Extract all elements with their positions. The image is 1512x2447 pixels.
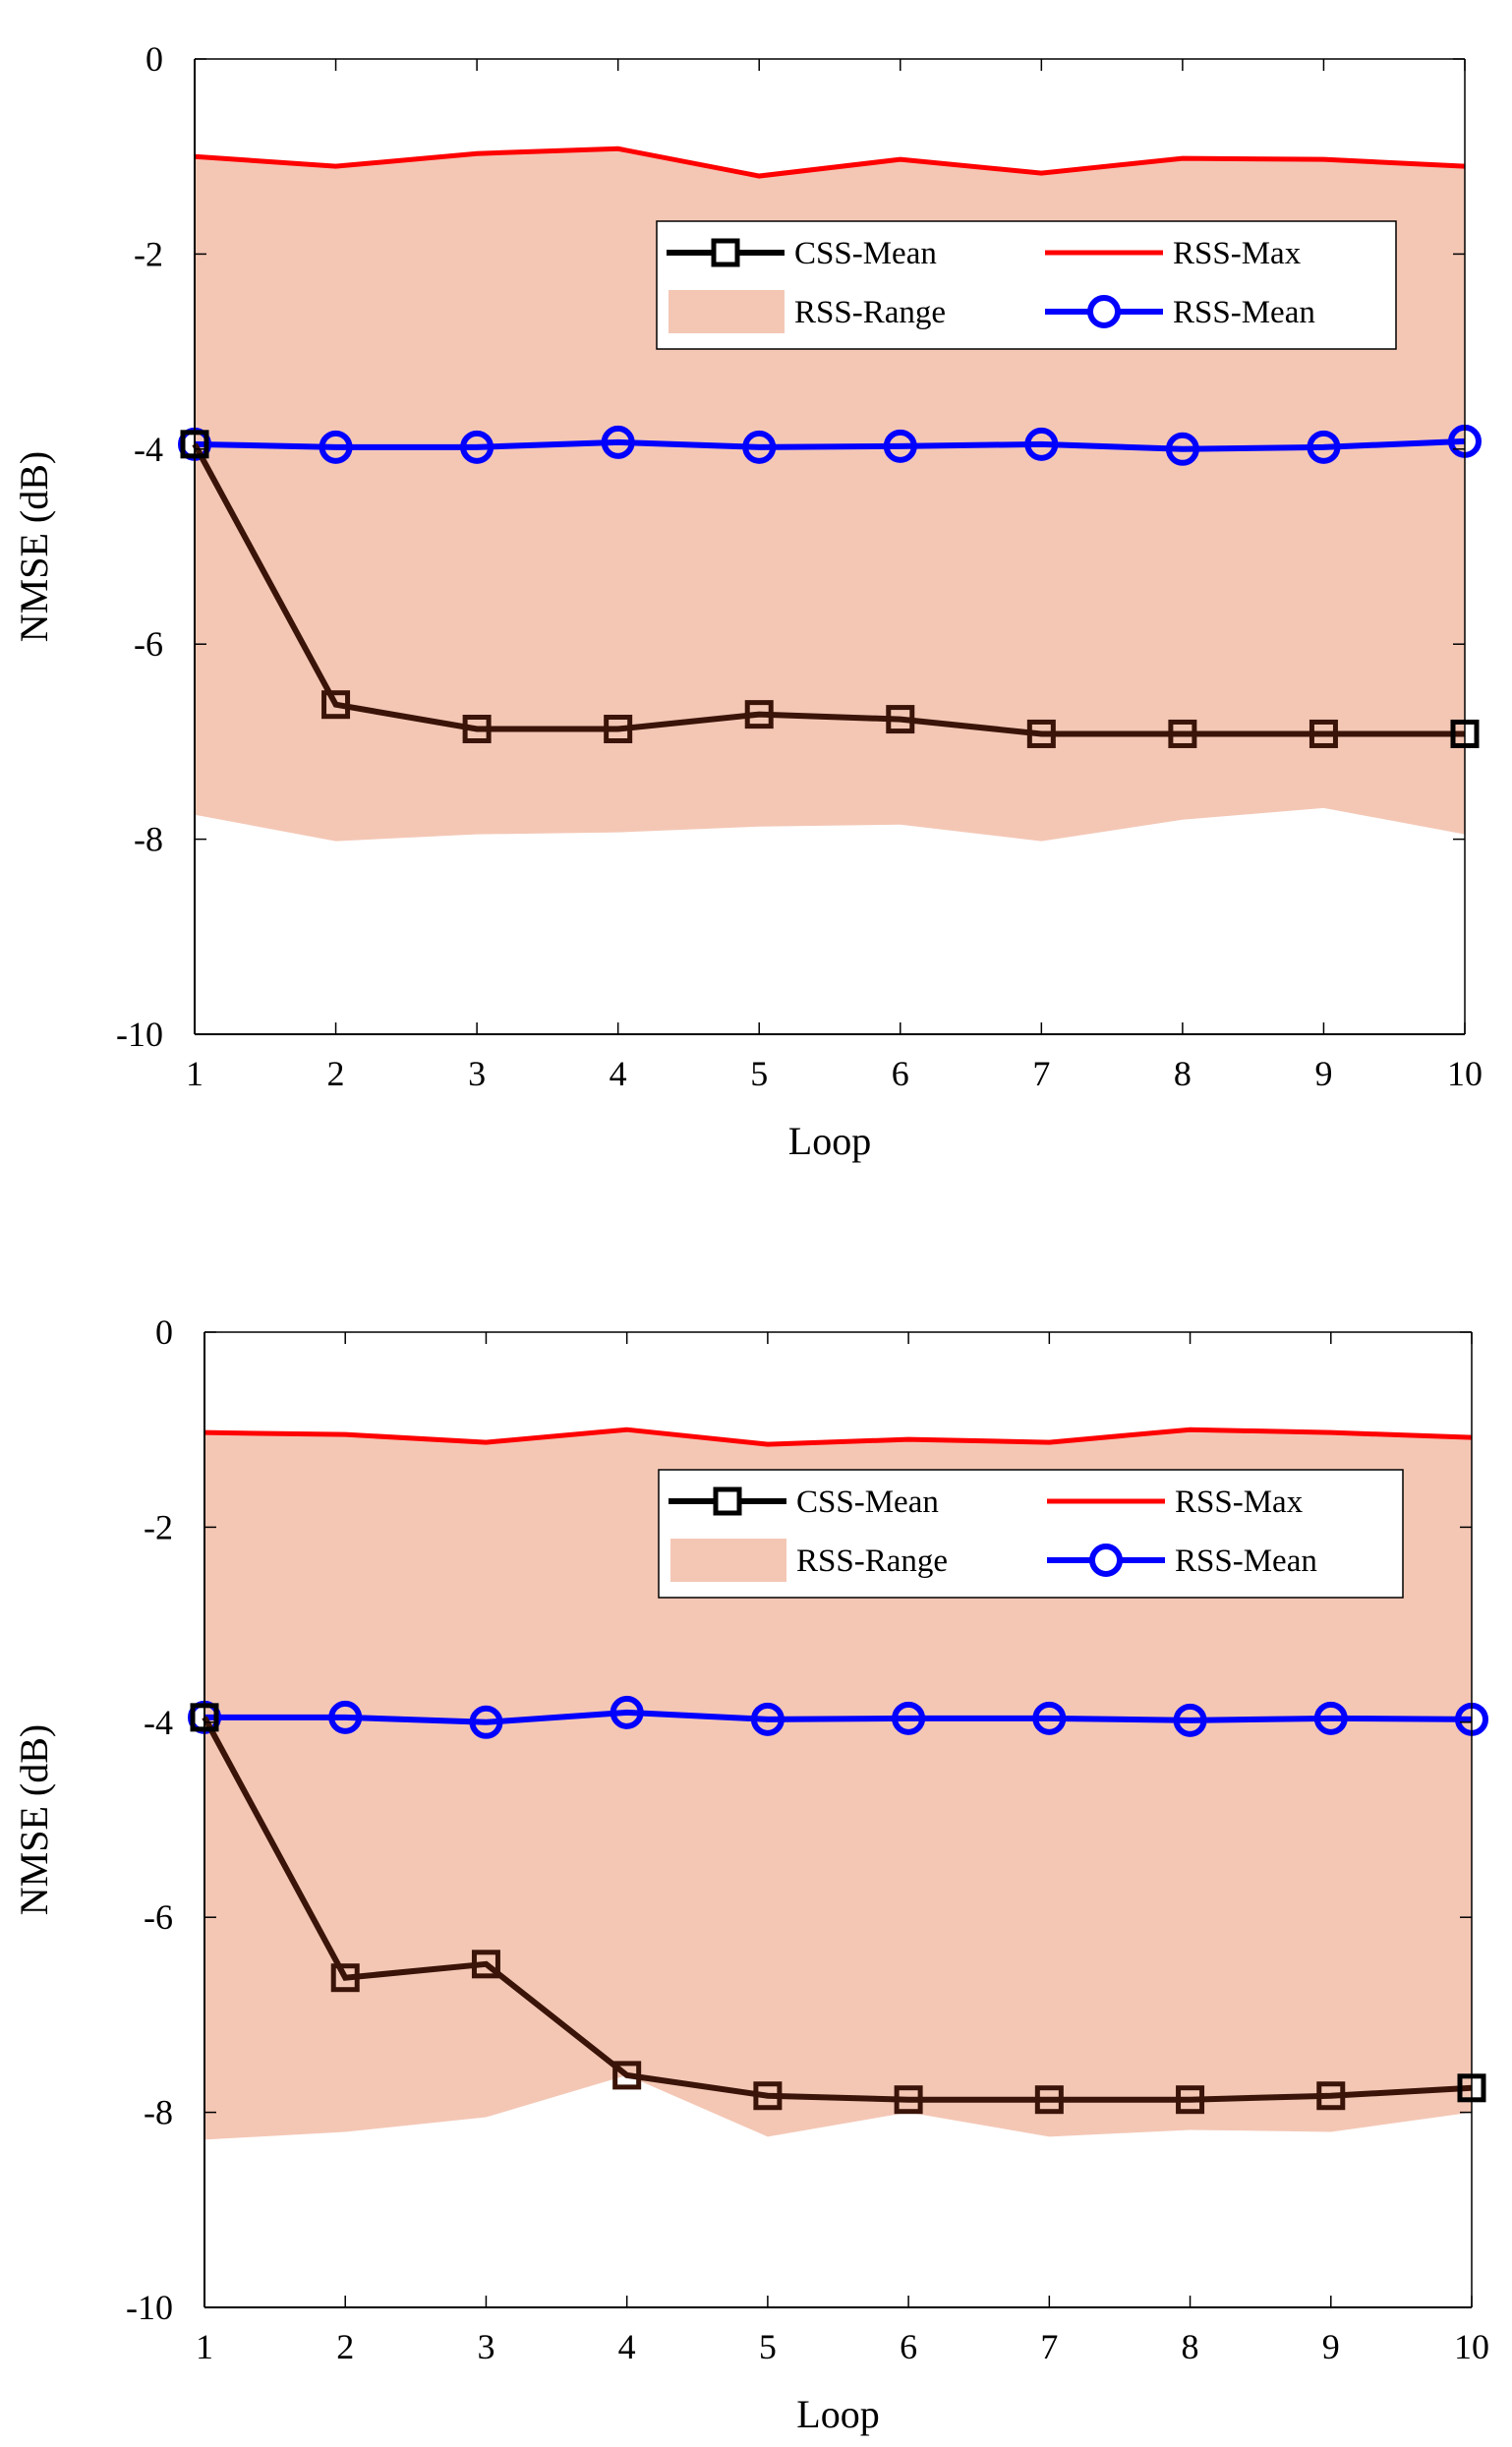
chart-2-legend-css-mean-label: CSS-Mean bbox=[796, 1485, 939, 1520]
chart-1-css-mean-line bbox=[192, 442, 1465, 737]
chart-1-x-tick-label: 5 bbox=[750, 1054, 768, 1093]
chart-1-y-tick-label: -6 bbox=[134, 624, 163, 664]
chart-2-y-axis-label: NMSE (dB) bbox=[12, 1724, 56, 1915]
chart-1-y-tick-label: -4 bbox=[134, 430, 163, 469]
chart-2-rss-mean-point bbox=[1032, 1701, 1067, 1735]
chart-1-rss-mean-point bbox=[883, 429, 917, 463]
chart-2-rss-mean-point bbox=[892, 1701, 926, 1735]
chart-1-legend-css-mean-marker bbox=[711, 238, 740, 267]
chart-2-rss-mean-point bbox=[750, 1702, 785, 1736]
chart-2-legend-rss-range-label: RSS-Range bbox=[796, 1544, 948, 1579]
chart-1-x-tick-label: 10 bbox=[1447, 1054, 1483, 1093]
chart-2-rss-range-area bbox=[204, 1429, 1472, 2140]
chart-2-rss-mean-point bbox=[328, 1700, 363, 1734]
chart-2-y-tick-label: -2 bbox=[144, 1507, 173, 1546]
chart-2-y-tick-label: -6 bbox=[144, 1897, 173, 1937]
chart-2-y-tick-label: 0 bbox=[155, 1312, 173, 1352]
chart-2-rss-mean-point bbox=[610, 1695, 644, 1729]
chart-2-x-tick-label: 4 bbox=[618, 2327, 636, 2366]
chart-1-rss-mean-point bbox=[1024, 427, 1059, 461]
chart-1-rss-mean-point bbox=[742, 430, 777, 464]
chart-2-x-tick-label: 9 bbox=[1322, 2327, 1340, 2366]
chart-1-css-mean-point bbox=[604, 715, 633, 744]
chart-2-x-tick-label: 1 bbox=[196, 2327, 213, 2366]
chart-1-legend-rss-mean-label: RSS-Mean bbox=[1173, 295, 1315, 330]
chart-1-rss-mean-point bbox=[601, 425, 635, 459]
chart-1-y-tick-label: -10 bbox=[116, 1015, 163, 1054]
chart-1-css-mean-point bbox=[1026, 719, 1056, 748]
chart-1-rss-max-line bbox=[194, 146, 1466, 179]
chart-1-css-mean-point bbox=[462, 715, 492, 744]
chart-1-rss-mean-point bbox=[1165, 432, 1199, 466]
chart-2-css-mean-point bbox=[612, 2061, 642, 2090]
chart-1-x-tick-label: 1 bbox=[186, 1054, 204, 1093]
chart-1: 1 2 3 4 5 6 7 8 9 10 0 -2 -4 -6 -8 -10 Loop NMSE (dB) CSS-… bbox=[12, 39, 1483, 1163]
chart-1-x-tick-label: 9 bbox=[1314, 1054, 1332, 1093]
chart-2-css-mean-line bbox=[202, 1716, 1473, 2103]
chart-1-x-axis-label: Loop bbox=[788, 1119, 871, 1163]
chart-1-css-mean-point bbox=[886, 705, 915, 734]
chart-1-css-mean-point bbox=[1308, 719, 1338, 748]
chart-2-css-mean-point bbox=[753, 2081, 783, 2111]
chart-2-y-tick-label: -10 bbox=[126, 2288, 173, 2327]
chart-2-legend-rss-range-swatch bbox=[670, 1539, 786, 1582]
chart-1-rss-mean-point bbox=[460, 430, 494, 464]
chart-1-rss-mean-line bbox=[194, 437, 1466, 452]
chart-1-y-axis-label: NMSE (dB) bbox=[12, 451, 56, 642]
chart-1-x-tick-label: 8 bbox=[1174, 1054, 1192, 1093]
chart-2-x-tick-label: 6 bbox=[900, 2327, 917, 2366]
chart-2-x-tick-label: 3 bbox=[477, 2327, 494, 2366]
chart-1-y-tick-label: 0 bbox=[145, 39, 163, 79]
chart-2-y-tick-label: -4 bbox=[144, 1703, 173, 1742]
chart-2-legend-rss-max-label: RSS-Max bbox=[1175, 1485, 1304, 1520]
chart-1-legend: CSS-Mean RSS-Max RSS-Range RSS-Mean bbox=[656, 220, 1397, 350]
chart-2-legend-css-mean-marker bbox=[713, 1486, 742, 1516]
chart-2-rss-mean-point bbox=[469, 1705, 503, 1739]
chart-1-legend-rss-max-label: RSS-Max bbox=[1173, 236, 1302, 271]
chart-1-y-tick-label: -2 bbox=[134, 234, 163, 273]
chart-1-x-tick-label: 3 bbox=[468, 1054, 486, 1093]
chart-2-y-tick-label: -8 bbox=[144, 2093, 173, 2132]
chart-2-x-tick-label: 10 bbox=[1454, 2327, 1489, 2366]
chart-1-rss-mean-point bbox=[319, 430, 353, 464]
chart-1-rss-mean-point bbox=[1307, 430, 1341, 464]
chart-2-rss-mean-line bbox=[204, 1709, 1473, 1725]
chart-1-css-mean-point bbox=[1168, 719, 1197, 748]
chart-2-legend-rss-mean-marker bbox=[1089, 1544, 1123, 1577]
chart-1-legend-rss-mean-marker bbox=[1087, 295, 1121, 328]
chart-1-x-tick-label: 4 bbox=[610, 1054, 627, 1093]
chart-2-css-mean-point bbox=[1034, 2085, 1064, 2115]
chart-2-rss-mean-point bbox=[1313, 1701, 1348, 1735]
chart-2-x-axis-label: Loop bbox=[796, 2392, 879, 2436]
chart-2-x-tick-label: 7 bbox=[1040, 2327, 1058, 2366]
chart-2-rss-max-line bbox=[204, 1427, 1473, 1447]
chart-2-css-mean-point bbox=[1316, 2081, 1346, 2111]
chart-2-css-mean-point bbox=[330, 1963, 360, 1993]
chart-1-legend-css-mean-label: CSS-Mean bbox=[794, 236, 937, 271]
chart-2-x-tick-label: 2 bbox=[336, 2327, 354, 2366]
chart-2-x-tick-label: 8 bbox=[1182, 2327, 1199, 2366]
chart-2: 1 2 3 4 5 6 7 8 9 10 0 -2 -4 -6 -8 -10 Loop NMSE (dB) CSS-… bbox=[12, 1312, 1489, 2436]
chart-2-x-tick-label: 5 bbox=[759, 2327, 777, 2366]
chart-1-y-tick-label: -8 bbox=[134, 820, 163, 859]
chart-2-rss-mean-point bbox=[1173, 1703, 1207, 1737]
chart-2-css-mean-point bbox=[1176, 2085, 1205, 2115]
chart-2-legend-rss-mean-label: RSS-Mean bbox=[1175, 1544, 1317, 1579]
chart-1-legend-rss-range-swatch bbox=[669, 290, 785, 333]
chart-1-x-tick-label: 7 bbox=[1032, 1054, 1050, 1093]
chart-2-legend: CSS-Mean RSS-Max RSS-Range RSS-Mean bbox=[658, 1469, 1404, 1599]
chart-1-x-tick-label: 6 bbox=[892, 1054, 909, 1093]
chart-1-css-mean-point bbox=[321, 690, 351, 720]
chart-2-css-mean-point bbox=[471, 1950, 500, 1979]
chart-2-css-mean-point bbox=[894, 2085, 923, 2115]
chart-1-legend-rss-range-label: RSS-Range bbox=[794, 295, 946, 330]
chart-1-x-tick-label: 2 bbox=[327, 1054, 345, 1093]
chart-1-css-mean-point bbox=[744, 700, 774, 729]
